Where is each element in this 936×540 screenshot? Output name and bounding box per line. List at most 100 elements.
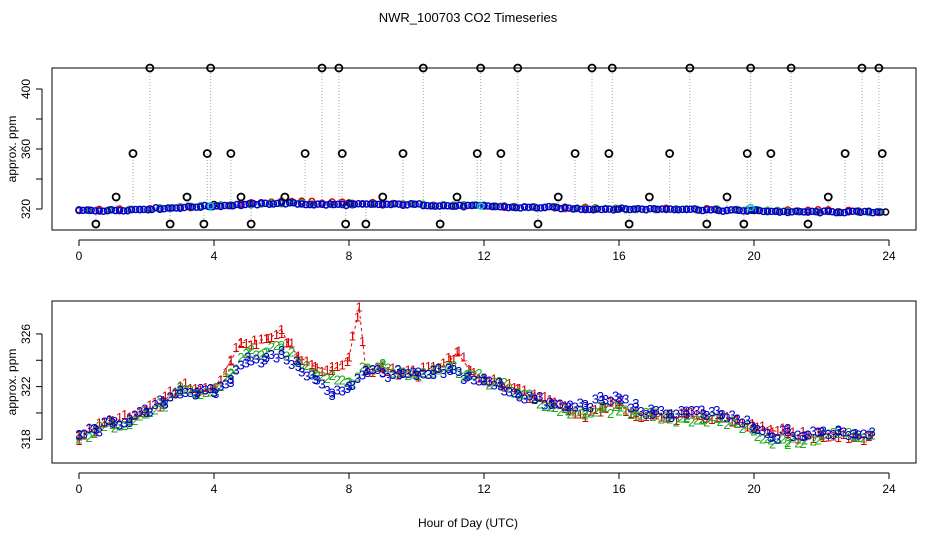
series-3-point: 3: [116, 417, 123, 432]
series-1-point: 1: [820, 430, 827, 445]
series-1-point: 1: [329, 359, 336, 374]
series-2-point: 2: [156, 395, 163, 410]
blue-point: [848, 207, 857, 216]
series-1-point: 1: [187, 381, 194, 396]
series-3-point: 3: [410, 365, 417, 380]
series-2-point: 2: [703, 415, 710, 430]
blue-point: [581, 205, 589, 214]
blue-point: [626, 205, 634, 214]
blue-point: [771, 207, 780, 216]
blue-point: [711, 205, 719, 214]
series-3-point: 3: [364, 365, 371, 380]
series-3-point: 3: [835, 423, 842, 438]
series-2-point: 2: [146, 405, 153, 420]
blue-point: [500, 202, 508, 211]
series-1-point: 1: [749, 416, 756, 431]
spike-point: [607, 63, 617, 73]
cyan-point: [746, 203, 755, 212]
series-2-point: 2: [465, 367, 472, 382]
series-3-point: 3: [734, 412, 741, 427]
series-3-point: 3: [531, 392, 538, 407]
series-1-point: 1: [612, 396, 619, 411]
series-2-point: 2: [362, 361, 369, 376]
series-2-point: 2: [852, 429, 859, 444]
series-2-point: 2: [91, 426, 98, 441]
series-1-point: 1: [384, 364, 391, 379]
series-2-point: 2: [450, 358, 457, 373]
series-1-point: 1: [177, 379, 184, 394]
series-2-point: 2: [396, 365, 403, 380]
series-1-point: 1: [263, 331, 270, 346]
series-2-point: 2: [678, 411, 685, 426]
series-2-point: 2: [663, 408, 670, 423]
series-2-point: 2: [86, 430, 93, 445]
blue-point: [415, 200, 423, 208]
blue-point: [508, 203, 517, 211]
series-3-point: 3: [131, 408, 138, 423]
series-3-point: 3: [399, 366, 406, 381]
blue-point: [136, 205, 144, 214]
series-1-point: 1: [551, 394, 558, 409]
series-1-point: 1: [536, 390, 543, 405]
series-1-point: 1: [345, 350, 352, 365]
blue-point: [784, 208, 792, 217]
spike-point: [823, 192, 833, 202]
series-2-point: 2: [344, 375, 351, 390]
series-2-point: 2: [217, 379, 224, 394]
series-2-point: 2: [627, 407, 634, 422]
series-3-point: 3: [799, 429, 806, 444]
series-3-point: 3: [506, 384, 513, 399]
series-2-point: 2: [572, 405, 579, 420]
blue-point: [387, 200, 395, 209]
series-2-point: 2: [855, 430, 862, 445]
spike-point: [182, 192, 192, 202]
series-2-point: 2: [784, 437, 791, 452]
series-2-point: 2: [227, 365, 234, 380]
series-2-point: 2: [177, 384, 184, 399]
blue-point: [350, 200, 359, 209]
series-2-point: 2: [379, 358, 386, 373]
series-1-point: 1: [75, 429, 82, 444]
series-1-point: 1: [779, 421, 786, 436]
series-3-point: 3: [475, 373, 482, 388]
series-1-point: 1: [698, 408, 705, 423]
series-1-point: 1: [663, 411, 670, 426]
series-3-point: 3: [820, 423, 827, 438]
series-3-point: 3: [430, 363, 437, 378]
blue-point: [828, 208, 837, 216]
blue-point: [131, 205, 140, 214]
series-3-point: 3: [143, 405, 150, 420]
y-tick-label: 320: [19, 199, 33, 219]
spike-point: [665, 149, 675, 158]
blue-point: [654, 205, 662, 214]
series-1-point: 1: [136, 405, 143, 420]
series-3-point: 3: [354, 371, 361, 386]
blue-point: [735, 206, 743, 215]
series-3-point: 3: [835, 423, 842, 438]
series-1-point: 1: [232, 340, 239, 355]
blue-point: [460, 202, 468, 211]
series-3-point: 3: [615, 390, 622, 405]
series-2-point: 2: [318, 369, 325, 384]
series-2-point: 2: [749, 421, 756, 436]
cyan-point: [206, 202, 215, 210]
series-1-point: 1: [700, 412, 707, 427]
series-3-point: 3: [349, 378, 356, 393]
blue-point: [650, 205, 658, 213]
blue-point: [152, 204, 160, 212]
spike-point: [803, 219, 813, 229]
series-3-point: 3: [536, 389, 543, 404]
series-3-point: 3: [160, 394, 167, 409]
blue-point: [435, 202, 444, 210]
spike-point: [746, 63, 756, 73]
series-1-point: 1: [445, 350, 452, 365]
series-2-point: 2: [673, 415, 680, 430]
series-2-point: 2: [825, 427, 832, 442]
series-2-point: 2: [210, 384, 217, 399]
series-2-point: 2: [293, 353, 300, 368]
series-2-point: 2: [815, 433, 822, 448]
series-1-point: 1: [96, 415, 103, 430]
series-1-point: 1: [632, 409, 639, 424]
series-2-point: 2: [688, 414, 695, 429]
series-2-point: 2: [420, 365, 427, 380]
